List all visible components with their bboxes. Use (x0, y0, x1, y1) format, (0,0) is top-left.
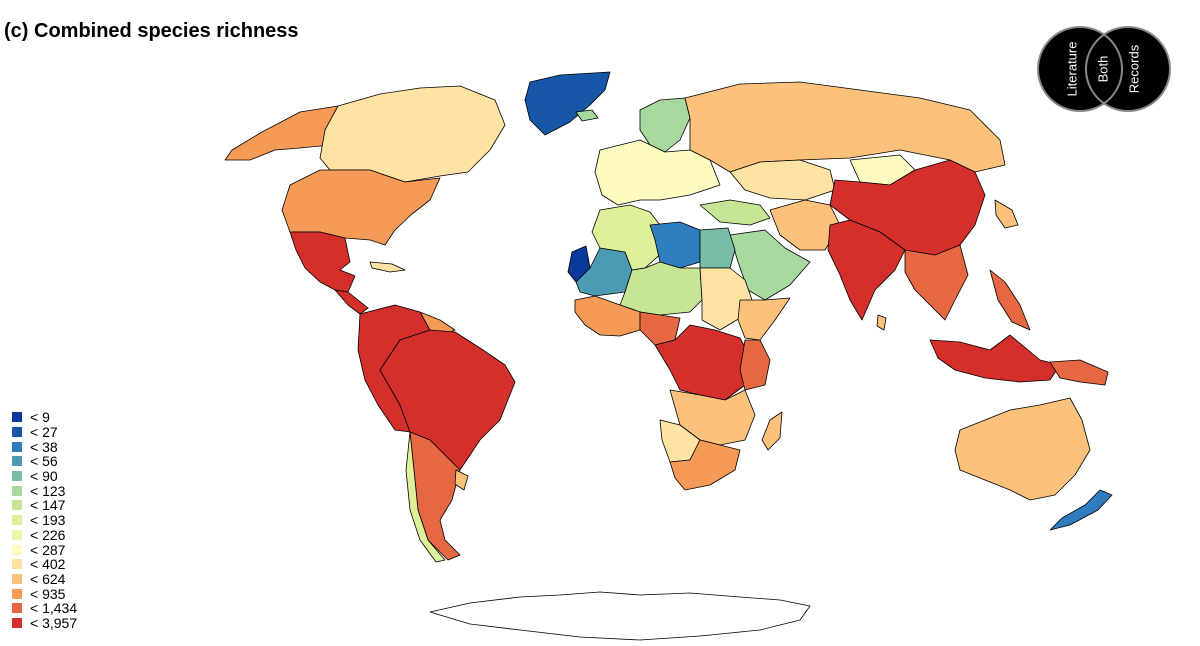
legend-item: < 27 (12, 425, 77, 440)
legend-label: < 90 (30, 468, 58, 485)
legend-swatch (12, 456, 22, 467)
legend-item: < 3,957 (12, 616, 77, 631)
region-south-africa (669, 439, 741, 491)
region-canada (319, 85, 506, 183)
venn-label-literature: Literature (1064, 42, 1079, 97)
legend-swatch (12, 588, 22, 599)
region-libya (649, 221, 701, 269)
legend-item: < 1,434 (12, 601, 77, 616)
legend-item: < 287 (12, 542, 77, 557)
region-caribbean (369, 261, 406, 273)
region-uruguay (454, 469, 469, 491)
legend-label: < 1,434 (30, 600, 78, 617)
region-arabia (729, 229, 811, 301)
legend-label: < 624 (30, 570, 66, 587)
legend-swatch (12, 603, 22, 614)
region-sri-lanka (876, 314, 887, 331)
region-usa (281, 169, 441, 246)
legend-swatch (12, 441, 22, 452)
legend-item: < 90 (12, 469, 77, 484)
legend-label: < 193 (30, 512, 66, 529)
region-philippines (989, 269, 1031, 331)
region-india (827, 219, 906, 321)
legend-swatch (12, 573, 22, 584)
legend-item: < 123 (12, 483, 77, 498)
region-russia (684, 81, 1006, 173)
legend-label: < 3,957 (30, 614, 78, 631)
region-west-africa (574, 295, 641, 337)
legend-swatch (12, 471, 22, 482)
legend-swatch (12, 427, 22, 438)
legend-label: < 38 (30, 438, 58, 455)
region-scandinavia (639, 97, 691, 153)
legend-label: < 9 (30, 409, 50, 426)
legend-item: < 402 (12, 557, 77, 572)
legend-label: < 123 (30, 482, 66, 499)
legend-item: < 226 (12, 528, 77, 543)
legend-item: < 935 (12, 586, 77, 601)
legend-item: < 9 (12, 410, 77, 425)
region-antarctica (429, 591, 811, 641)
legend-swatch (12, 485, 22, 496)
legend-swatch (12, 617, 22, 628)
region-mexico (289, 231, 356, 293)
region-iceland (575, 109, 599, 122)
region-new-zealand (1049, 489, 1113, 531)
legend-label: < 27 (30, 424, 58, 441)
region-europe (594, 139, 721, 206)
venn-label-both: Both (1095, 56, 1110, 83)
region-east-africa (739, 339, 771, 391)
venn-diagram: Literature Both Records (1037, 26, 1171, 112)
legend-label: < 402 (30, 556, 66, 573)
legend-swatch (12, 529, 22, 540)
region-indonesia (929, 334, 1061, 383)
region-egypt (699, 227, 736, 269)
legend-label: < 287 (30, 541, 66, 558)
legend-label: < 226 (30, 526, 66, 543)
map-title: (c) Combined species richness (4, 20, 299, 42)
venn-overlap-outline (1103, 33, 1123, 105)
region-madagascar (761, 411, 783, 451)
region-middle-east (699, 199, 771, 226)
region-horn-of-africa (737, 297, 791, 341)
legend-swatch (12, 544, 22, 555)
region-central-america (334, 289, 369, 315)
legend: < 9 < 27 < 38 < 56 < 90 < 123 < 147 < 193 < 226 <… (12, 410, 77, 630)
legend-swatch (12, 500, 22, 511)
legend-label: < 147 (30, 497, 66, 514)
legend-item: < 624 (12, 572, 77, 587)
legend-label: < 56 (30, 453, 58, 470)
region-chile (405, 431, 446, 563)
region-brazil (379, 329, 516, 471)
legend-item: < 38 (12, 439, 77, 454)
legend-swatch (12, 559, 22, 570)
region-new-guinea (1049, 359, 1109, 386)
legend-label: < 935 (30, 585, 66, 602)
region-japan (994, 199, 1019, 229)
legend-item: < 193 (12, 513, 77, 528)
venn-label-records: Records (1126, 44, 1141, 93)
region-sahel (619, 261, 703, 316)
legend-swatch (12, 515, 22, 526)
region-southeast-asia (904, 244, 969, 321)
legend-item: < 147 (12, 498, 77, 513)
region-australia (954, 397, 1091, 501)
legend-item: < 56 (12, 454, 77, 469)
region-greenland (524, 71, 611, 136)
legend-swatch (12, 412, 22, 423)
venn-circle-records (1085, 26, 1171, 112)
